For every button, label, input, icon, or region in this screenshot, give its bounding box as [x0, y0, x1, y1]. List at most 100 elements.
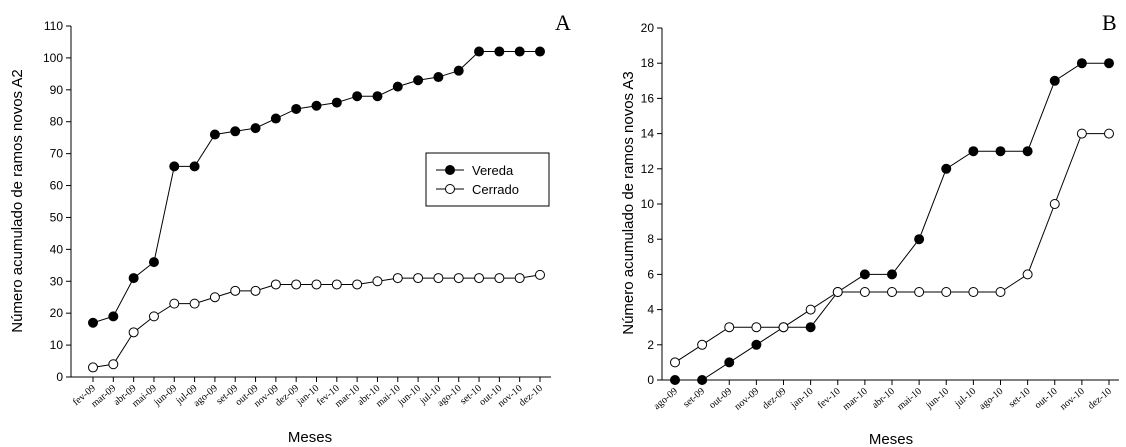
y-tick-label: 60: [50, 179, 64, 193]
x-tick-label: jan-10: [788, 386, 815, 411]
y-tick-label: 40: [50, 242, 64, 256]
data-point-vereda: [1049, 75, 1060, 86]
y-tick-label: 50: [50, 210, 64, 224]
data-point-cerrado: [108, 359, 119, 370]
data-point-cerrado: [778, 322, 789, 333]
data-point-cerrado: [968, 287, 979, 297]
x-tick-label: out-09: [707, 386, 734, 411]
x-tick-label: jun-10: [923, 386, 951, 412]
y-tick-label: 8: [647, 232, 654, 246]
y-axis-label: Número acumulado de ramos novos A3: [620, 71, 637, 334]
data-point-vereda: [514, 46, 525, 57]
y-axis-label: Número acumulado de ramos novos A2: [9, 69, 26, 332]
panel-label: B: [1102, 10, 1117, 35]
data-point-cerrado: [413, 273, 424, 284]
data-point-cerrado: [859, 287, 870, 297]
y-tick-label: 100: [43, 51, 63, 65]
data-point-cerrado: [670, 357, 680, 368]
data-point-vereda: [751, 339, 762, 350]
y-tick-label: 12: [641, 162, 655, 176]
data-point-vereda: [250, 123, 261, 134]
data-point-cerrado: [1104, 128, 1114, 139]
data-point-cerrado: [535, 269, 545, 280]
data-point-vereda: [311, 100, 322, 111]
data-point-vereda: [413, 75, 424, 86]
panel-label: A: [555, 10, 571, 35]
y-tick-label: 2: [647, 338, 654, 352]
x-tick-label: dez-10: [1086, 386, 1114, 412]
legend-marker-cerrado: [445, 184, 455, 194]
x-tick-label: jul-10: [952, 386, 978, 410]
data-point-vereda: [189, 161, 200, 172]
x-tick-label: set-09: [681, 386, 707, 410]
data-point-cerrado: [514, 273, 525, 284]
data-point-vereda: [331, 97, 342, 108]
x-axis-label: Meses: [869, 431, 913, 447]
data-point-vereda: [995, 146, 1006, 157]
x-tick-label: dez-10: [517, 383, 545, 409]
y-tick-label: 14: [641, 127, 655, 141]
chart-panel-a: 0102030405060708090100110fev-09mar-09abr…: [9, 10, 571, 446]
data-point-vereda: [859, 269, 870, 280]
data-point-vereda: [128, 273, 139, 284]
y-tick-label: 10: [641, 197, 655, 211]
y-tick-label: 0: [56, 370, 63, 384]
data-point-vereda: [914, 234, 925, 245]
data-point-vereda: [209, 129, 220, 140]
data-point-vereda: [230, 126, 241, 137]
data-point-cerrado: [189, 298, 200, 309]
data-point-cerrado: [832, 287, 843, 297]
chart-panel-b: 0 2 4 6 8 10 12 14 16 18 20 ago-09 set-09 out-09nov-0…: [620, 10, 1119, 447]
y-tick-label: 80: [50, 115, 64, 129]
data-point-vereda: [724, 357, 735, 368]
data-point-cerrado: [291, 279, 302, 290]
legend-label: Cerrado: [472, 182, 519, 197]
data-point-cerrado: [1022, 269, 1033, 280]
x-tick-label: ago-10: [977, 386, 1005, 412]
data-point-cerrado: [230, 285, 241, 296]
y-tick-label: 70: [50, 147, 64, 161]
data-point-cerrado: [352, 279, 363, 290]
data-point-cerrado: [1076, 128, 1087, 139]
data-point-vereda: [474, 46, 485, 57]
data-point-vereda: [372, 91, 383, 102]
data-point-cerrado: [331, 279, 342, 290]
data-point-vereda: [169, 161, 180, 172]
x-tick-label: dez-09: [273, 383, 301, 409]
y-tick-label: 4: [647, 303, 654, 317]
data-point-cerrado: [372, 276, 383, 287]
data-point-vereda: [968, 146, 979, 157]
y-tick-label: 30: [50, 274, 64, 288]
y-tick-label: 16: [641, 91, 655, 105]
data-point-vereda: [887, 269, 897, 280]
x-tick-label: out-10: [1033, 386, 1060, 411]
x-tick-label: nov-10: [1058, 386, 1087, 413]
data-point-cerrado: [148, 311, 159, 322]
data-point-cerrado: [751, 322, 762, 333]
x-tick-label: set-10: [1007, 386, 1033, 410]
data-point-vereda: [108, 311, 119, 322]
y-tick-label: 20: [641, 21, 655, 35]
data-point-cerrado: [887, 287, 897, 297]
data-point-vereda: [291, 103, 302, 114]
data-point-cerrado: [941, 287, 952, 297]
data-point-cerrado: [311, 279, 322, 290]
data-point-vereda: [1076, 58, 1087, 69]
data-point-cerrado: [914, 287, 925, 297]
y-tick-label: 20: [50, 306, 64, 320]
data-point-vereda: [270, 113, 281, 124]
y-tick-label: 6: [647, 267, 654, 281]
data-point-cerrado: [697, 339, 708, 350]
data-point-vereda: [392, 81, 403, 92]
data-point-vereda: [697, 375, 708, 385]
data-point-vereda: [670, 375, 680, 385]
x-tick-label: abr-10: [870, 386, 897, 411]
legend-label: Vereda: [472, 163, 514, 178]
data-point-cerrado: [474, 273, 485, 284]
series-line-cerrado: [674, 133, 1109, 363]
x-tick-label: jun-09: [151, 383, 179, 409]
x-tick-label: fev-10: [816, 386, 843, 411]
x-tick-label: mai-10: [895, 386, 924, 413]
data-point-vereda: [88, 317, 98, 328]
